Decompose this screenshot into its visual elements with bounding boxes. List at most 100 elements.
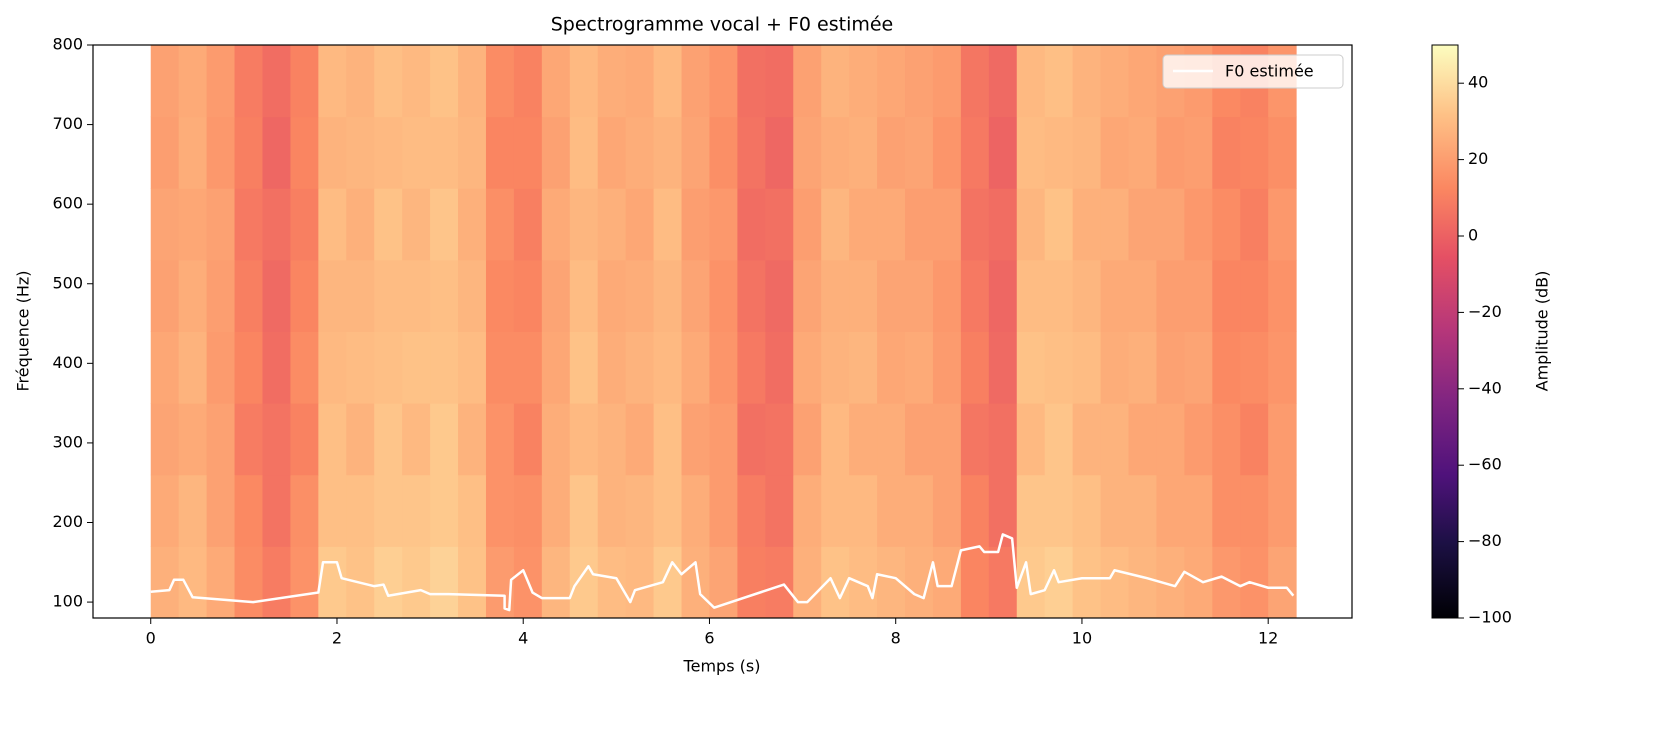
heatmap-cell (877, 188, 906, 261)
heatmap-cell (234, 474, 263, 547)
heatmap-cell (597, 45, 627, 118)
heatmap-cell (849, 403, 878, 476)
heatmap-cell (597, 403, 627, 476)
heatmap-cell (821, 188, 850, 261)
heatmap-cell (877, 259, 906, 332)
heatmap-cell (513, 188, 543, 261)
heatmap-cell (234, 45, 263, 118)
heatmap-cell (737, 474, 766, 547)
heatmap-cell (346, 331, 375, 404)
heatmap-cell (849, 259, 878, 332)
heatmap-cell (430, 116, 459, 189)
heatmap-cell (1268, 403, 1297, 476)
legend-label: F0 estimée (1225, 62, 1314, 81)
heatmap-cell (625, 188, 655, 261)
plot-area (150, 45, 1297, 618)
heatmap-cell (458, 403, 487, 476)
heatmap-cell (988, 116, 1018, 189)
colorbar-tick-label: −60 (1468, 455, 1502, 474)
heatmap-cell (234, 259, 263, 332)
heatmap-cell (150, 474, 180, 547)
heatmap-cell (1128, 403, 1157, 476)
heatmap-cell (430, 546, 459, 618)
heatmap-cell (597, 331, 627, 404)
heatmap-cell (765, 188, 794, 261)
heatmap-cell (1240, 546, 1269, 618)
heatmap-cell (625, 116, 655, 189)
heatmap-cell (625, 474, 655, 547)
heatmap-cell (290, 474, 319, 547)
heatmap-cell (821, 474, 850, 547)
heatmap-cell (1268, 546, 1297, 618)
heatmap-cell (821, 403, 850, 476)
heatmap-cell (960, 403, 990, 476)
heatmap-cell (737, 331, 766, 404)
heatmap-cell (513, 45, 543, 118)
y-tick-label: 300 (52, 432, 83, 451)
heatmap-cell (569, 403, 599, 476)
heatmap-cell (290, 188, 319, 261)
heatmap-cell (402, 403, 431, 476)
heatmap-cell (1016, 188, 1046, 261)
heatmap-cell (150, 546, 180, 618)
heatmap-cell (430, 259, 459, 332)
heatmap-cell (1072, 45, 1102, 118)
heatmap-cell (1128, 188, 1157, 261)
heatmap-cell (597, 259, 627, 332)
heatmap-cell (709, 45, 738, 118)
heatmap-cell (737, 403, 766, 476)
heatmap-cell (905, 403, 934, 476)
heatmap-cell (681, 116, 710, 189)
heatmap-cell (1100, 474, 1130, 547)
heatmap-cell (793, 331, 822, 404)
heatmap-cell (569, 546, 599, 618)
heatmap-cell (625, 331, 655, 404)
heatmap-cell (988, 331, 1018, 404)
heatmap-cell (206, 45, 236, 118)
heatmap-cell (430, 331, 459, 404)
heatmap-cell (262, 331, 291, 404)
heatmap-cell (402, 331, 431, 404)
x-tick-label: 0 (146, 629, 156, 648)
heatmap-cell (737, 259, 766, 332)
heatmap-cell (234, 546, 263, 618)
x-tick-label: 6 (704, 629, 714, 648)
heatmap-cell (793, 188, 822, 261)
heatmap-cell (597, 116, 627, 189)
heatmap-cell (1100, 403, 1130, 476)
heatmap-cell (569, 474, 599, 547)
heatmap-cell (318, 116, 347, 189)
heatmap-cell (681, 474, 710, 547)
heatmap-cell (905, 116, 934, 189)
heatmap-cell (1128, 474, 1157, 547)
heatmap-cell (821, 259, 850, 332)
heatmap-cell (765, 331, 794, 404)
heatmap-cell (458, 259, 487, 332)
y-tick-label: 500 (52, 273, 83, 292)
heatmap-cell (374, 331, 403, 404)
heatmap-cell (318, 45, 347, 118)
heatmap-cell (988, 546, 1018, 618)
heatmap-cell (1268, 474, 1297, 547)
heatmap-cell (458, 331, 487, 404)
heatmap-cell (625, 45, 655, 118)
heatmap-cell (653, 474, 683, 547)
heatmap-cell (1184, 403, 1213, 476)
legend-box (1162, 54, 1344, 89)
heatmap-cell (569, 259, 599, 332)
heatmap-cell (1184, 546, 1213, 618)
heatmap-cell (597, 474, 627, 547)
heatmap-cell (1156, 331, 1185, 404)
heatmap-cell (1016, 474, 1046, 547)
heatmap-cell (541, 259, 571, 332)
heatmap-cell (150, 403, 180, 476)
heatmap-cell (430, 403, 459, 476)
heatmap-cell (374, 188, 403, 261)
heatmap-cell (709, 188, 738, 261)
heatmap-cell (430, 474, 459, 547)
heatmap-cell (905, 546, 934, 618)
heatmap-cell (374, 45, 403, 118)
heatmap-cell (402, 116, 431, 189)
heatmap-cell (513, 116, 543, 189)
heatmap-cell (569, 188, 599, 261)
